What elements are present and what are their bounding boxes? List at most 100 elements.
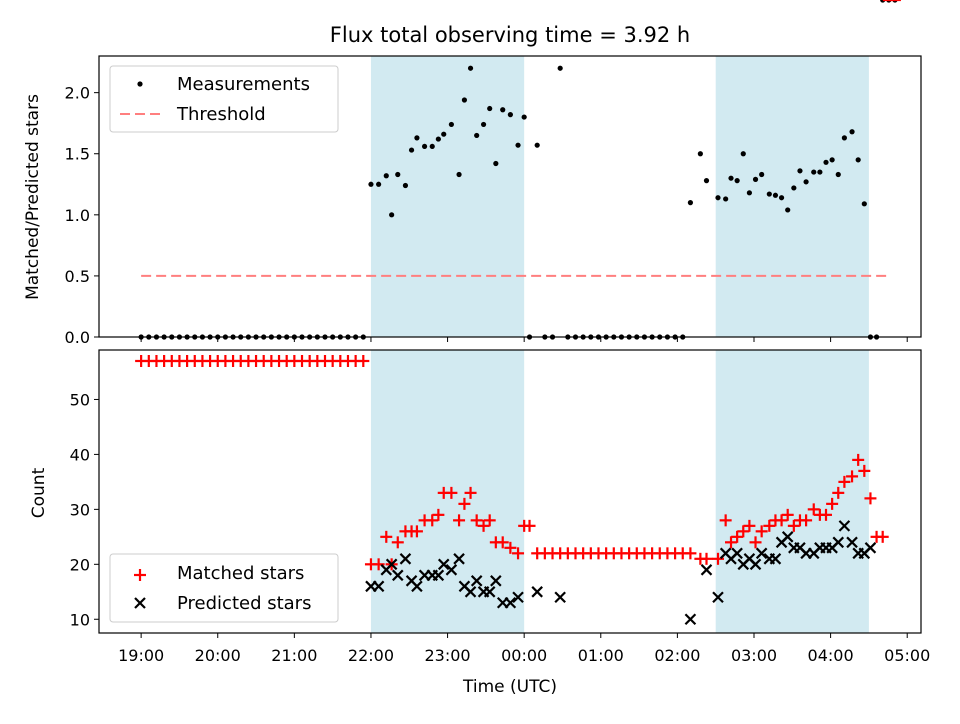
matched-star-marker [781, 508, 794, 521]
measurement-point [772, 192, 779, 198]
measurement-point [778, 195, 785, 201]
bottom-y-axis-label: Count [29, 467, 49, 518]
x-tick-label: 05:00 [884, 646, 930, 665]
measurement-point [534, 142, 540, 148]
measurement-point [817, 169, 823, 175]
matched-star-marker [737, 525, 750, 538]
measurement-point [849, 129, 855, 135]
matched-star-marker [820, 508, 833, 521]
measurement-point [766, 191, 772, 197]
matched-star-marker [496, 536, 509, 549]
measurement-point [715, 195, 721, 201]
predicted-star-marker [864, 542, 877, 554]
measurement-point [855, 157, 861, 163]
matched-star-marker [357, 354, 370, 367]
matched-star-marker [826, 497, 839, 510]
measurement-point [752, 176, 759, 182]
measurement-point [521, 114, 527, 120]
measurement-point [515, 142, 521, 148]
predicted-star-marker [749, 558, 762, 571]
legend-threshold-label: Threshold [176, 104, 266, 125]
predicted-star-marker [712, 591, 724, 604]
measurement-point [461, 97, 468, 103]
matched-star-marker [858, 464, 871, 477]
bottom-y-tick-label: 20 [70, 555, 90, 574]
matched-star-marker [719, 514, 732, 527]
matched-star-marker [391, 536, 404, 549]
bottom-y-tick-label: 10 [70, 610, 90, 629]
predicted-star-marker [846, 536, 858, 549]
matched-star-marker [464, 486, 477, 499]
predicted-star-marker [432, 569, 445, 582]
measurement-point [456, 171, 462, 178]
bottom-legend: Matched stars Predicted stars [109, 553, 339, 623]
matched-star-marker [838, 475, 851, 488]
matched-star-marker [846, 470, 859, 483]
shaded-band-2 [715, 56, 869, 337]
measurement-point [703, 178, 710, 184]
matched-star-marker [711, 552, 724, 565]
matched-star-marker [477, 519, 490, 532]
predicted-star-marker [838, 520, 851, 532]
legend-predicted-label: Predicted stars [177, 593, 311, 614]
predicted-star-marker [731, 547, 743, 560]
predicted-star-marker [700, 564, 713, 576]
matched-star-marker [763, 519, 776, 532]
matched-star-marker [512, 547, 525, 560]
x-tick-label: 22:00 [348, 646, 394, 665]
predicted-star-marker [483, 586, 496, 598]
matched-star-marker [832, 486, 845, 499]
measurement-point [467, 65, 474, 71]
predicted-star-marker [464, 586, 477, 598]
measurement-point [368, 181, 374, 187]
measurement-point [759, 171, 765, 178]
x-tick-label: 21:00 [271, 646, 317, 665]
measurement-point [785, 207, 791, 213]
predicted-star-marker [781, 531, 794, 543]
matched-star-marker [787, 519, 800, 532]
bottom-y-tick-label: 30 [70, 500, 90, 519]
chart-title: Flux total observing time = 3.92 h [330, 23, 690, 47]
predicted-star-marker [385, 558, 398, 571]
measurement-point [723, 196, 729, 202]
predicted-star-marker [391, 569, 404, 582]
matched-star-marker [483, 514, 496, 527]
top-y-tick-label: 1.0 [65, 206, 90, 225]
predicted-star-marker [554, 591, 566, 604]
predicted-star-marker [531, 586, 543, 598]
predicted-star-marker [445, 564, 458, 576]
measurement-point [835, 171, 841, 178]
predicted-star-marker [453, 553, 465, 565]
top-y-axis-label: Matched/Predicted stars [23, 94, 43, 300]
measurement-point [791, 185, 797, 191]
measurement-point [414, 135, 420, 141]
predicted-star-marker [411, 580, 423, 593]
x-tick-label: 19:00 [118, 646, 164, 665]
shaded-band-2 [715, 350, 869, 633]
measurement-point [734, 178, 740, 184]
measurement-point [557, 65, 563, 71]
shaded-band-1 [370, 56, 525, 337]
matched-star-marker [453, 514, 466, 527]
measurement-point [389, 212, 395, 218]
matched-star-marker [731, 530, 744, 543]
measurement-point [841, 135, 847, 141]
legend-predicted-marker [134, 597, 146, 609]
predicted-star-marker [372, 580, 385, 593]
measurement-point [740, 151, 746, 157]
predicted-star-marker [490, 575, 502, 587]
bottom-axes-frame [98, 349, 922, 634]
measurement-point [811, 169, 817, 175]
matched-star-marker [864, 492, 877, 505]
matched-star-marker [426, 514, 439, 527]
legend-measurement-marker [137, 81, 143, 87]
top-y-tick-label: 0.0 [65, 328, 90, 347]
measurement-point [829, 157, 835, 163]
matched-star-marker [775, 514, 788, 527]
matched-star-marker [372, 558, 385, 571]
matched-star-marker [852, 453, 865, 466]
x-tick-label: 23:00 [425, 646, 471, 665]
measurement-point [728, 175, 734, 181]
top-y-tick-label: 0.5 [65, 267, 90, 286]
